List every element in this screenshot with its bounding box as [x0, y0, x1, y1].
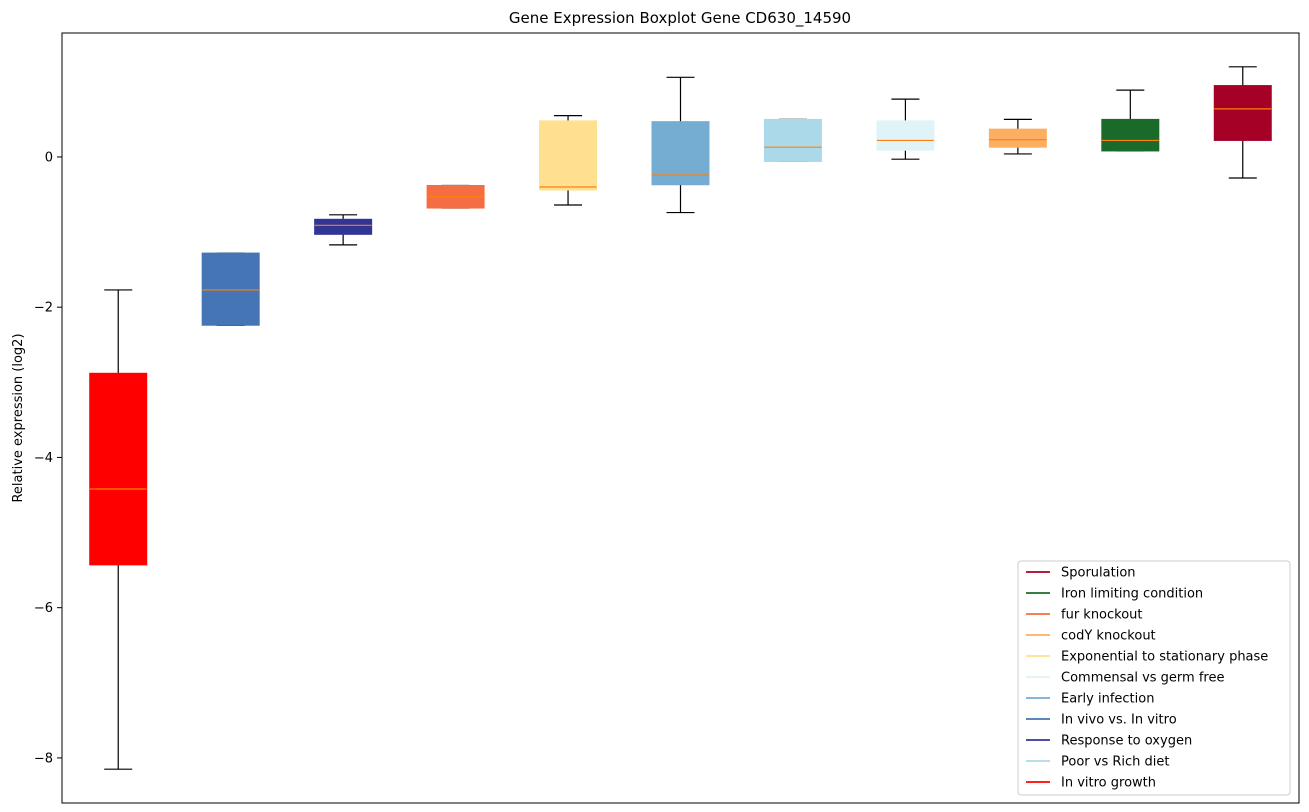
legend-label-2: fur knockout	[1061, 608, 1143, 623]
y-tick-label-3: −6	[34, 601, 53, 616]
legend-label-5: Commensal vs germ free	[1061, 671, 1224, 686]
legend-label-10: In vitro growth	[1061, 776, 1156, 791]
box-group-3	[426, 184, 485, 209]
box-10	[1213, 85, 1272, 141]
legend-label-8: Response to oxygen	[1061, 734, 1192, 749]
box-6	[763, 118, 822, 162]
box-9	[1101, 118, 1160, 152]
box-group-10	[1213, 66, 1272, 179]
legend-label-0: Sporulation	[1061, 566, 1136, 581]
legend-label-3: codY knockout	[1061, 629, 1156, 644]
box-1	[201, 252, 260, 326]
legend-label-1: Iron limiting condition	[1061, 587, 1203, 602]
box-group-1	[201, 252, 260, 326]
y-axis: 0 −2 −4 −6 −8	[34, 150, 62, 766]
box-5	[651, 121, 710, 186]
legend: Sporulation Iron limiting condition fur kn…	[1017, 560, 1291, 796]
box-8	[988, 128, 1047, 148]
box-group-2	[314, 214, 373, 246]
y-tick-label-2: −4	[34, 451, 53, 466]
y-tick-label-1: −2	[34, 301, 53, 316]
box-group-4	[539, 115, 598, 206]
box-7	[876, 120, 935, 151]
box-group-9	[1101, 89, 1160, 152]
y-axis-label: Relative expression (log2)	[11, 333, 26, 502]
box-2	[314, 218, 373, 235]
legend-label-9: Poor vs Rich diet	[1061, 755, 1169, 770]
box-group-6	[763, 118, 822, 163]
box-group-0	[89, 289, 148, 770]
box-0	[89, 372, 148, 566]
boxes-layer	[89, 66, 1272, 770]
y-tick-label-4: −8	[34, 751, 53, 766]
y-tick-label-0: 0	[45, 150, 53, 165]
box-group-7	[876, 98, 935, 160]
legend-label-6: Early infection	[1061, 692, 1154, 707]
box-group-8	[988, 118, 1047, 155]
legend-label-7: In vivo vs. In vitro	[1061, 713, 1177, 728]
legend-label-4: Exponential to stationary phase	[1061, 650, 1268, 665]
legend-frame	[1017, 560, 1291, 796]
box-4	[539, 120, 598, 191]
chart-title: Gene Expression Boxplot Gene CD630_14590	[509, 9, 851, 28]
box-group-5	[651, 76, 710, 214]
plot-frame	[61, 32, 1300, 804]
